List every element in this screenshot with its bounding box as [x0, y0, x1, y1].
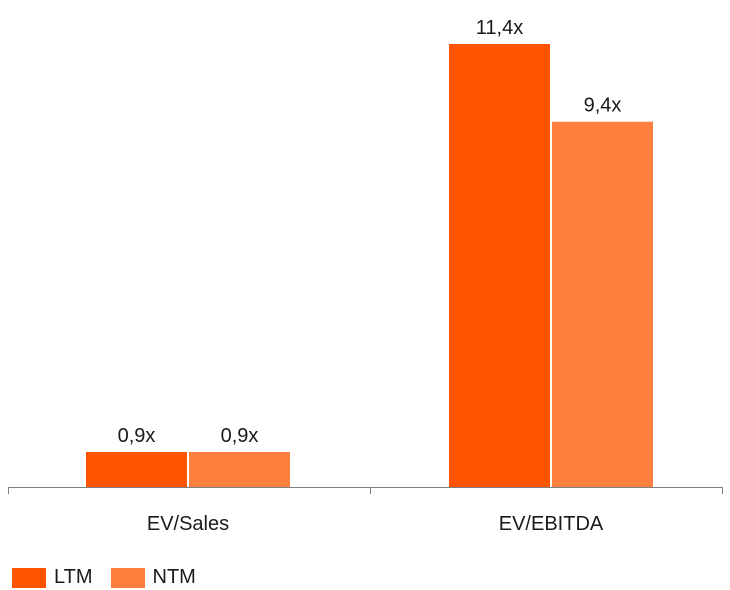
bar-ntm-1: [552, 121, 653, 487]
legend-label-ltm: LTM: [54, 566, 93, 588]
value-label-ltm-1: 11,4x: [476, 17, 523, 39]
value-label-ntm-1: 9,4x: [584, 95, 622, 117]
category-label-1: EV/EBITDA: [499, 513, 604, 535]
value-label-ntm-0: 0,9x: [221, 425, 259, 447]
legend-swatch-ntm: [110, 567, 145, 588]
value-labels-group: 0,9x 11,4x 0,9x 9,4x: [118, 17, 622, 447]
bars-group: [86, 44, 653, 487]
legend: LTM NTM: [12, 566, 214, 589]
bar-ltm-1: [449, 44, 550, 487]
legend-item-ltm: LTM: [12, 566, 93, 589]
x-axis: [8, 487, 723, 494]
bar-ltm-0: [86, 452, 187, 487]
legend-label-ntm: NTM: [152, 566, 196, 588]
bar-ntm-0: [189, 452, 290, 487]
category-label-0: EV/Sales: [147, 513, 229, 535]
legend-swatch-ltm: [12, 567, 46, 588]
category-labels-group: EV/Sales EV/EBITDA: [147, 513, 604, 535]
bar-chart: 0,9x 11,4x 0,9x 9,4x EV/Sales EV/EBITDA: [8, 17, 723, 535]
value-label-ltm-0: 0,9x: [118, 425, 156, 447]
legend-item-ntm: NTM: [110, 566, 196, 589]
